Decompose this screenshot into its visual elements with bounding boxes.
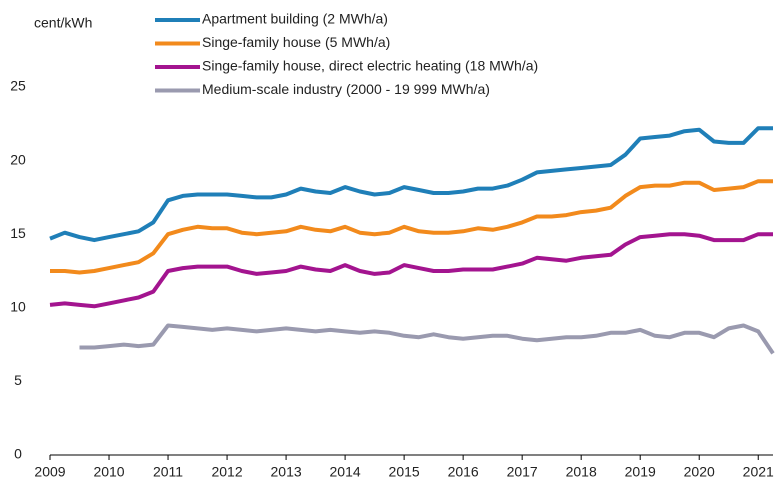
y-tick-label: 15 <box>10 225 26 241</box>
x-tick-label: 2018 <box>566 464 597 480</box>
series-line <box>50 179 773 275</box>
x-tick-label: 2013 <box>271 464 302 480</box>
x-tick-label: 2016 <box>448 464 479 480</box>
y-tick-label: 20 <box>10 151 26 167</box>
legend-label: Singe-family house, direct electric heat… <box>202 58 538 74</box>
y-tick-label: 5 <box>14 372 22 388</box>
x-tick-label: 2019 <box>625 464 656 480</box>
x-tick-label: 2020 <box>684 464 715 480</box>
x-tick-label: 2012 <box>211 464 242 480</box>
x-tick-label: 2021 <box>743 464 774 480</box>
y-tick-label: 25 <box>10 78 26 94</box>
series-line <box>49 126 773 243</box>
x-tick-label: 2017 <box>507 464 538 480</box>
y-tick-label: 10 <box>10 299 26 315</box>
y-axis-label: cent/kWh <box>34 15 92 31</box>
x-tick-label: 2014 <box>330 464 361 480</box>
x-tick-label: 2011 <box>153 464 183 480</box>
series-line <box>79 323 775 355</box>
x-tick-label: 2010 <box>93 464 124 480</box>
x-tick-label: 2009 <box>34 464 65 480</box>
legend-label: Medium-scale industry (2000 - 19 999 MWh… <box>202 81 490 97</box>
legend-label: Singe-family house (5 MWh/a) <box>202 34 390 50</box>
y-tick-label: 0 <box>14 446 22 462</box>
series-line <box>49 232 773 309</box>
x-tick-label: 2015 <box>389 464 420 480</box>
legend-label: Apartment building (2 MWh/a) <box>202 11 388 27</box>
legend: Apartment building (2 MWh/a) Singe-family… <box>155 11 538 97</box>
